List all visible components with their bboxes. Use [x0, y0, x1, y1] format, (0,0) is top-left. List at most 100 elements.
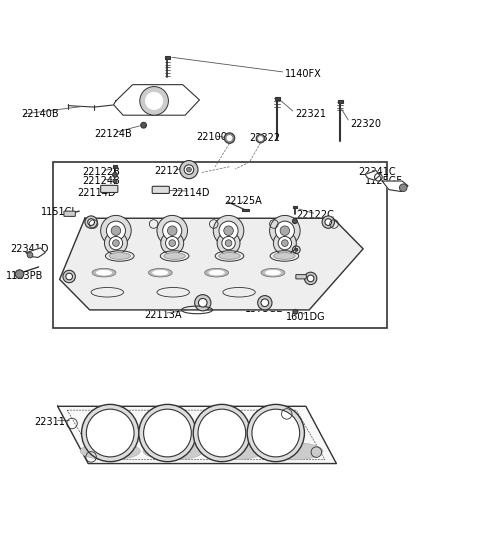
- Text: 22125C: 22125C: [84, 257, 121, 267]
- Circle shape: [325, 219, 332, 226]
- Ellipse shape: [274, 253, 295, 259]
- Text: 22322: 22322: [250, 133, 281, 143]
- Text: 1123PB: 1123PB: [6, 272, 44, 281]
- Text: 22125A: 22125A: [225, 196, 263, 206]
- Circle shape: [163, 221, 182, 240]
- Text: 1573GE: 1573GE: [245, 304, 283, 314]
- Bar: [338, 100, 343, 103]
- Circle shape: [113, 173, 117, 178]
- Circle shape: [256, 134, 265, 143]
- Polygon shape: [365, 170, 380, 180]
- Ellipse shape: [204, 268, 228, 277]
- Circle shape: [85, 216, 97, 228]
- FancyBboxPatch shape: [64, 211, 75, 216]
- Polygon shape: [60, 218, 363, 310]
- Circle shape: [66, 273, 72, 280]
- Circle shape: [295, 248, 298, 251]
- Ellipse shape: [261, 268, 285, 277]
- Text: 22124B: 22124B: [83, 176, 120, 186]
- Circle shape: [259, 137, 263, 140]
- Circle shape: [113, 240, 119, 247]
- Text: 1151CJ: 1151CJ: [40, 207, 75, 217]
- Bar: [53, 162, 387, 328]
- Ellipse shape: [203, 442, 264, 460]
- Circle shape: [252, 409, 300, 457]
- Circle shape: [140, 87, 168, 115]
- Bar: [275, 97, 280, 100]
- Circle shape: [219, 221, 238, 240]
- Circle shape: [222, 237, 235, 250]
- Ellipse shape: [148, 268, 172, 277]
- Circle shape: [399, 184, 407, 191]
- Circle shape: [157, 216, 188, 246]
- Circle shape: [293, 310, 298, 314]
- Circle shape: [280, 226, 289, 236]
- Text: 22341C: 22341C: [359, 166, 396, 176]
- Text: 22113A: 22113A: [144, 310, 182, 320]
- Circle shape: [63, 270, 75, 283]
- Text: 22114D: 22114D: [78, 187, 116, 197]
- Ellipse shape: [263, 442, 323, 460]
- Circle shape: [107, 221, 125, 240]
- Text: 22140B: 22140B: [22, 109, 59, 119]
- Circle shape: [307, 275, 314, 281]
- Text: 22129: 22129: [154, 165, 185, 175]
- Circle shape: [187, 167, 192, 172]
- Ellipse shape: [109, 253, 131, 259]
- Ellipse shape: [219, 253, 240, 259]
- Circle shape: [217, 232, 240, 254]
- Text: 1571TC: 1571TC: [296, 249, 333, 259]
- Text: 22100: 22100: [196, 132, 227, 142]
- Text: 22320: 22320: [350, 119, 381, 129]
- Circle shape: [109, 237, 122, 250]
- Circle shape: [227, 135, 232, 140]
- Ellipse shape: [143, 442, 203, 460]
- Circle shape: [276, 221, 294, 240]
- Circle shape: [180, 160, 198, 179]
- Bar: [113, 165, 117, 168]
- Circle shape: [224, 133, 235, 143]
- Text: 1601DG: 1601DG: [286, 312, 326, 322]
- Ellipse shape: [265, 270, 281, 275]
- Circle shape: [198, 409, 246, 457]
- Circle shape: [274, 232, 296, 254]
- Circle shape: [304, 272, 317, 285]
- Circle shape: [166, 237, 179, 250]
- Circle shape: [141, 122, 146, 128]
- Circle shape: [292, 219, 297, 223]
- Circle shape: [193, 404, 251, 462]
- Text: 22112A: 22112A: [152, 301, 189, 311]
- Circle shape: [161, 232, 184, 254]
- Circle shape: [88, 219, 95, 226]
- Circle shape: [144, 409, 192, 457]
- Circle shape: [145, 92, 163, 109]
- Circle shape: [184, 165, 194, 174]
- Polygon shape: [382, 181, 408, 191]
- Bar: [242, 208, 249, 211]
- Circle shape: [224, 226, 233, 236]
- Ellipse shape: [164, 253, 185, 259]
- Text: 1125GF: 1125GF: [365, 176, 403, 186]
- Circle shape: [15, 270, 24, 278]
- Circle shape: [86, 409, 134, 457]
- Circle shape: [261, 299, 269, 306]
- Text: 22124C: 22124C: [296, 219, 334, 229]
- Circle shape: [278, 237, 291, 250]
- Ellipse shape: [92, 268, 116, 277]
- Circle shape: [27, 252, 33, 258]
- Circle shape: [270, 216, 300, 246]
- Circle shape: [101, 216, 131, 246]
- Circle shape: [168, 226, 177, 236]
- Circle shape: [213, 216, 244, 246]
- Circle shape: [281, 240, 288, 247]
- Circle shape: [113, 179, 117, 183]
- Text: 22341D: 22341D: [10, 244, 48, 254]
- Bar: [165, 56, 170, 59]
- Ellipse shape: [96, 270, 112, 275]
- Text: 22114D: 22114D: [171, 187, 209, 197]
- Circle shape: [247, 404, 304, 462]
- Circle shape: [322, 216, 335, 228]
- FancyBboxPatch shape: [101, 185, 118, 192]
- Polygon shape: [114, 85, 199, 115]
- Circle shape: [225, 240, 232, 247]
